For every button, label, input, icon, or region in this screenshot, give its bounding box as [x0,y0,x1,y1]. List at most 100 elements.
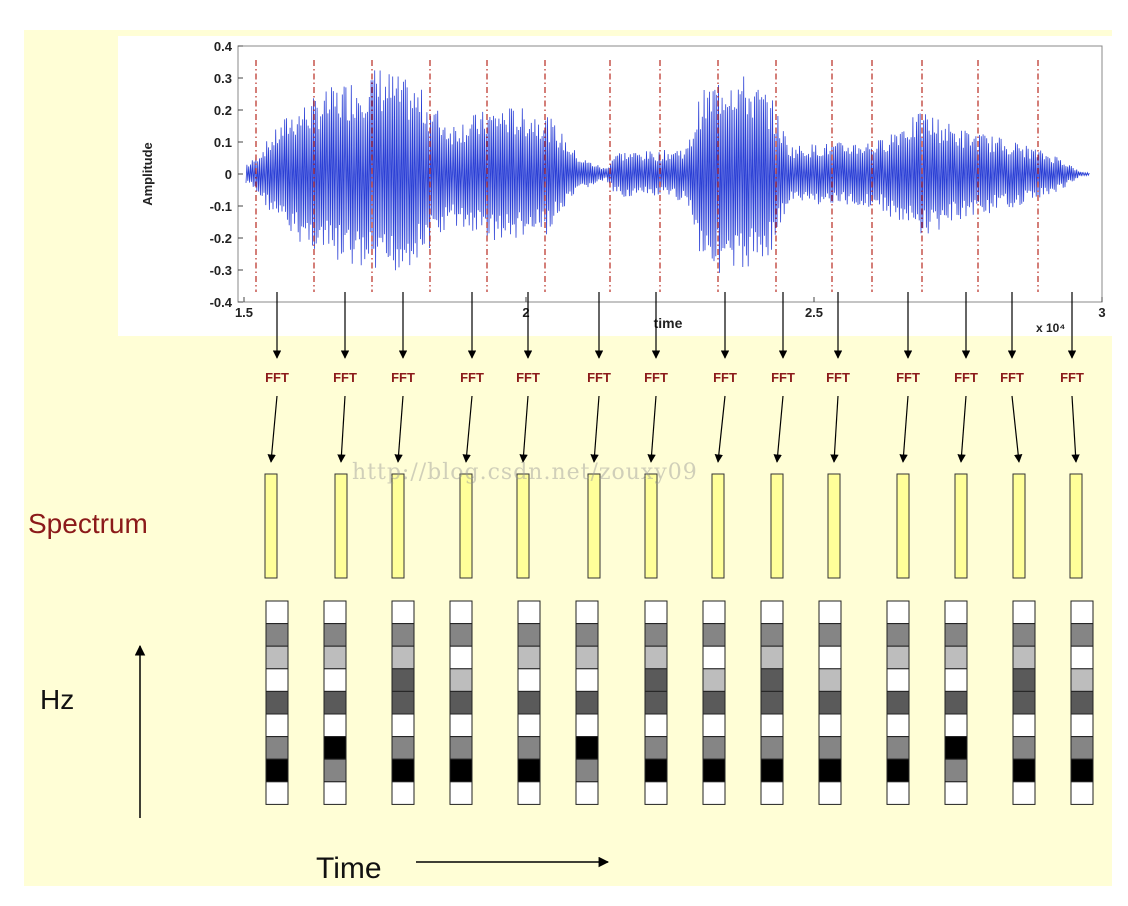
spectrogram-cell [449,623,473,647]
spectrogram-cell [265,736,289,760]
spectrogram-cell [1070,758,1094,783]
spectrogram-cell [517,781,541,805]
spectrogram-column [644,600,668,805]
spectrogram-cell [391,690,415,715]
spectrogram-cell [449,736,473,760]
spectrogram-cell [760,736,784,760]
fft-label: FFT [896,370,920,385]
spectrogram-cell [323,758,347,783]
fft-label: FFT [1060,370,1084,385]
spectrogram-column [449,600,473,805]
spectrogram-cell [575,690,599,715]
spectrogram-cell [702,668,726,692]
spectrum-bar [827,473,841,579]
spectrogram-cell [323,736,347,760]
spectrogram-cell [1070,668,1094,692]
spectrogram-cell [886,690,910,715]
time-axis-label: Time [316,852,382,885]
spectrogram-cell [1012,736,1036,760]
spectrogram-cell [702,713,726,738]
watermark-text: http://blog.csdn.net/zouxy09 [352,460,698,485]
spectrogram-cell [1012,600,1036,625]
spectrogram-cell [886,668,910,692]
spectrogram-cell [886,645,910,670]
fft-to-spectrum-arrow [267,395,278,463]
spectrogram-cell [575,668,599,692]
spectrogram-cell [1012,690,1036,715]
spectrogram-cell [517,758,541,783]
fft-label: FFT [954,370,978,385]
spectrogram-cell [265,600,289,625]
spectrogram-cell [818,758,842,783]
spectrogram-cell [265,623,289,647]
spectrogram-cell [886,736,910,760]
spectrogram-cell [391,600,415,625]
spectrogram-cell [644,713,668,738]
spectrogram-cell [1012,623,1036,647]
spectrogram-column [323,600,347,805]
spectrogram-cell [391,758,415,783]
spectrum-bar [711,473,725,579]
fft-label: FFT [826,370,850,385]
spectrogram-cell [517,623,541,647]
spectrum-bar [1069,473,1083,579]
x-tick-label: 2.5 [805,305,823,320]
spectrogram-cell [1070,781,1094,805]
spectrogram-cell [575,758,599,783]
fft-to-spectrum-arrow [647,395,657,463]
spectrogram-cell [944,781,968,805]
fft-label: FFT [771,370,795,385]
spectrogram-cell [517,690,541,715]
spectrogram-column [1070,600,1094,805]
fft-label: FFT [1000,370,1024,385]
spectrogram-cell [517,713,541,738]
spectrogram-column [517,600,541,805]
spectrogram-cell [944,758,968,783]
spectrogram-cell [323,713,347,738]
fft-to-spectrum-arrow [957,395,967,463]
spectrogram-cell [886,781,910,805]
spectrogram-cell [323,690,347,715]
spectrogram-cell [644,623,668,647]
spectrogram-cell [1012,668,1036,692]
spectrum-bar [644,473,658,579]
fft-to-spectrum-arrow [830,395,839,463]
spectrogram-cell [1070,645,1094,670]
spectrogram-cell [517,668,541,692]
y-tick-label: 0.4 [214,39,233,54]
fft-label: FFT [391,370,415,385]
spectrogram-cell [760,781,784,805]
spectrogram-cell [1070,736,1094,760]
spectrogram-cell [449,758,473,783]
spectrogram-cell [818,690,842,715]
fft-to-spectrum-arrow [590,395,600,463]
y-tick-label: -0.2 [210,231,232,246]
x-tick-label: 3 [1098,305,1105,320]
spectrogram-cell [702,690,726,715]
spectrogram-cell [1012,758,1036,783]
fft-to-spectrum-arrow [714,395,726,463]
spectrogram-column [1012,600,1036,805]
x-tick-label: 2 [522,305,529,320]
spectrogram-cell [702,623,726,647]
fft-to-spectrum-arrow [519,395,529,463]
spectrogram-cell [944,668,968,692]
spectrogram-cell [644,668,668,692]
waveform-trace [245,70,1090,273]
waveform-exponent: x 10⁴ [1036,321,1065,335]
spectrogram-cell [702,600,726,625]
spectrogram-cell [818,736,842,760]
waveform-ylabel: Amplitude [140,142,155,206]
spectrogram-cell [1070,600,1094,625]
fft-label: FFT [713,370,737,385]
fft-to-spectrum-arrow [899,395,909,463]
fft-label: FFT [587,370,611,385]
spectrogram-cell [323,623,347,647]
spectrogram-cell [323,668,347,692]
spectrogram-cell [575,713,599,738]
spectrogram-cell [702,781,726,805]
spectrogram-cell [1012,781,1036,805]
spectrogram-column [760,600,784,805]
spectrogram-cell [886,758,910,783]
